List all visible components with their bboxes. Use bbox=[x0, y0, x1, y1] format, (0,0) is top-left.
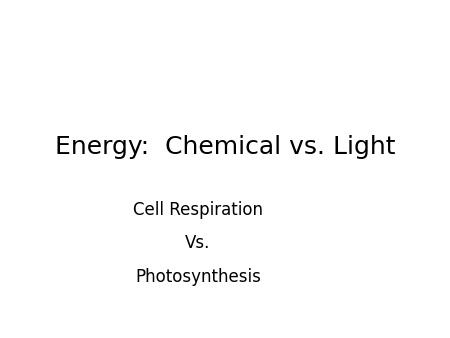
Text: Photosynthesis: Photosynthesis bbox=[135, 268, 261, 286]
Text: Energy:  Chemical vs. Light: Energy: Chemical vs. Light bbox=[55, 135, 395, 159]
Text: Vs.: Vs. bbox=[185, 234, 211, 252]
Text: Cell Respiration: Cell Respiration bbox=[133, 200, 263, 219]
